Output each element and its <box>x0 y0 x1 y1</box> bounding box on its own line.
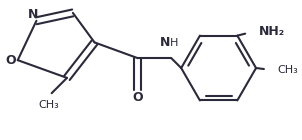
Text: NH₂: NH₂ <box>259 25 285 38</box>
Text: N: N <box>28 8 39 21</box>
Text: H: H <box>170 38 178 48</box>
Text: O: O <box>5 54 16 67</box>
Text: N: N <box>160 36 170 49</box>
Text: CH₃: CH₃ <box>38 100 59 110</box>
Text: O: O <box>133 91 143 104</box>
Text: CH₃: CH₃ <box>278 65 298 75</box>
